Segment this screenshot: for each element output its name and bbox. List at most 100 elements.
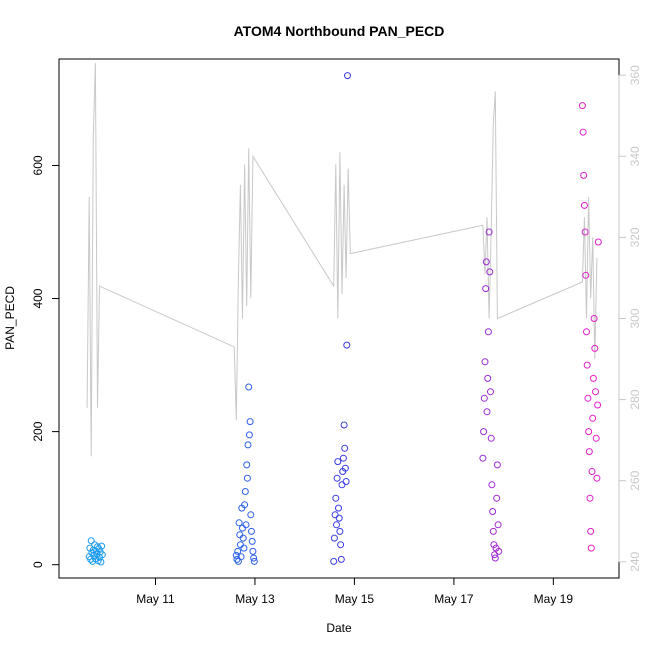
- data-point: [249, 547, 257, 555]
- data-point: [87, 555, 95, 563]
- data-point: [97, 558, 105, 566]
- data-point: [338, 481, 346, 489]
- data-point: [337, 541, 345, 549]
- x-tick-label: May 11: [136, 592, 175, 606]
- data-point: [333, 521, 340, 529]
- data-point: [583, 361, 591, 369]
- axes: May 11 May 13 May 15 May 17 May 19 0 200 400 600…: [31, 65, 642, 606]
- data-point: [87, 537, 95, 545]
- data-point: [343, 341, 351, 349]
- data-point: [484, 328, 492, 336]
- data-point: [341, 464, 349, 472]
- data-point: [493, 494, 501, 502]
- data-point: [580, 201, 588, 209]
- data-point: [495, 547, 503, 555]
- data-point: [591, 344, 599, 352]
- data-point: [242, 521, 250, 529]
- data-point: [245, 431, 253, 439]
- data-point: [239, 534, 247, 542]
- data-point: [482, 285, 490, 293]
- data-point: [587, 527, 595, 535]
- data-point: [247, 511, 255, 519]
- data-point: [330, 534, 338, 542]
- data-point: [479, 454, 487, 462]
- data-point: [246, 418, 254, 426]
- data-point: [592, 388, 599, 396]
- data-point: [581, 228, 589, 236]
- y2-tick-label: 240: [628, 551, 642, 571]
- data-point: [490, 541, 498, 549]
- data-point: [589, 414, 597, 422]
- data-point: [98, 551, 106, 559]
- data-point: [592, 434, 600, 442]
- data-point: [481, 358, 489, 366]
- data-point: [232, 551, 240, 559]
- data-point: [340, 421, 348, 429]
- data-point: [485, 228, 493, 236]
- x-axis-label: Date: [326, 621, 352, 635]
- data-point: [585, 448, 593, 456]
- data-point: [248, 537, 256, 545]
- data-point: [335, 504, 342, 512]
- data-point: [489, 508, 497, 515]
- data-point: [491, 554, 499, 562]
- data-point: [480, 428, 488, 436]
- data-point: [580, 171, 588, 179]
- y2-tick-label: 340: [628, 146, 642, 166]
- data-point: [487, 434, 495, 442]
- data-point: [593, 474, 601, 482]
- data-point: [579, 128, 587, 136]
- data-point: [237, 553, 245, 561]
- line-series-path: [86, 63, 598, 457]
- y-tick-label: 0: [31, 561, 45, 568]
- data-point: [234, 547, 242, 555]
- data-point: [487, 388, 494, 396]
- data-point: [488, 481, 496, 489]
- data-point: [241, 488, 249, 495]
- data-point: [250, 554, 258, 562]
- data-point: [587, 544, 595, 552]
- data-point: [239, 524, 246, 532]
- data-point: [583, 328, 590, 336]
- data-point: [594, 238, 602, 246]
- data-point: [491, 551, 499, 559]
- data-point: [341, 444, 349, 452]
- data-point: [482, 258, 490, 266]
- data-point: [236, 541, 244, 549]
- data-point: [590, 315, 598, 322]
- data-point: [339, 454, 347, 462]
- data-point: [589, 374, 597, 382]
- data-point: [86, 544, 94, 552]
- data-point: [484, 374, 492, 382]
- data-point: [334, 458, 342, 466]
- plot-area: [58, 58, 620, 579]
- x-tick-label: May 13: [235, 592, 275, 606]
- data-point: [243, 474, 251, 482]
- y2-tick-label: 260: [628, 470, 642, 490]
- data-point: [578, 102, 586, 110]
- chart-title: ATOM4 Northbound PAN_PECD: [234, 23, 445, 39]
- data-point: [493, 461, 501, 469]
- data-point: [342, 478, 350, 485]
- data-point: [584, 394, 592, 402]
- data-point: [582, 271, 590, 279]
- y-axis-label: PAN_PECD: [3, 286, 17, 350]
- data-point: [98, 542, 106, 550]
- data-point: [333, 474, 341, 482]
- x-tick-label: May 17: [434, 592, 474, 606]
- data-point: [588, 468, 596, 475]
- y2-tick-label: 280: [628, 389, 642, 409]
- data-point: [480, 394, 488, 402]
- data-point: [244, 441, 252, 449]
- y-tick-label: 200: [31, 421, 45, 441]
- data-point: [489, 527, 497, 535]
- y2-tick-label: 320: [628, 227, 642, 247]
- data-point: [335, 514, 343, 522]
- data-point: [337, 555, 345, 563]
- data-point: [94, 543, 101, 551]
- data-point: [494, 521, 502, 529]
- data-point: [594, 401, 602, 409]
- data-point: [245, 383, 253, 391]
- y2-tick-label: 300: [628, 308, 642, 328]
